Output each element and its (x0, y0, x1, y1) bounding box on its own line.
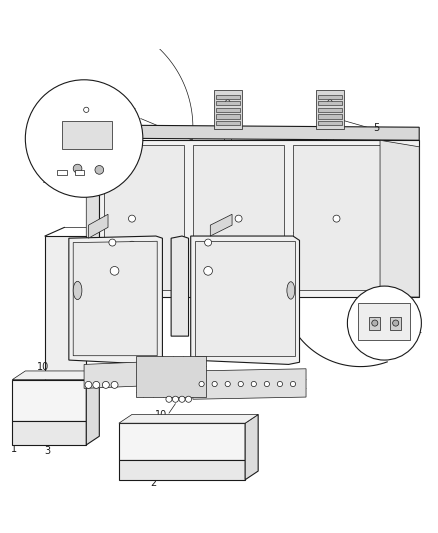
Circle shape (199, 382, 204, 386)
Circle shape (179, 396, 185, 402)
Polygon shape (97, 125, 419, 140)
Polygon shape (245, 415, 258, 480)
Polygon shape (318, 101, 342, 106)
Circle shape (226, 100, 230, 104)
Circle shape (235, 215, 242, 222)
Ellipse shape (287, 282, 295, 299)
Circle shape (205, 239, 212, 246)
Circle shape (110, 266, 119, 275)
Polygon shape (57, 170, 67, 175)
Polygon shape (62, 120, 113, 149)
Polygon shape (216, 120, 240, 125)
Polygon shape (119, 460, 245, 480)
Polygon shape (216, 94, 240, 99)
Polygon shape (136, 356, 206, 397)
Circle shape (251, 382, 256, 386)
Polygon shape (73, 241, 157, 356)
Circle shape (185, 396, 191, 402)
Text: 10: 10 (155, 410, 168, 421)
Polygon shape (99, 140, 419, 297)
Circle shape (111, 382, 118, 389)
Circle shape (264, 382, 269, 386)
Polygon shape (380, 140, 419, 297)
Text: 1: 1 (11, 445, 18, 454)
Polygon shape (369, 317, 380, 329)
Circle shape (73, 164, 82, 173)
Circle shape (225, 382, 230, 386)
Polygon shape (214, 90, 242, 130)
Circle shape (128, 241, 135, 248)
Polygon shape (104, 144, 184, 290)
Polygon shape (45, 236, 86, 403)
Circle shape (204, 266, 212, 275)
Text: 4: 4 (119, 453, 125, 463)
Circle shape (372, 320, 378, 326)
Polygon shape (195, 241, 295, 356)
Circle shape (328, 100, 332, 104)
Circle shape (109, 239, 116, 246)
Polygon shape (12, 379, 86, 421)
Polygon shape (358, 303, 410, 341)
Circle shape (84, 107, 89, 112)
Polygon shape (88, 214, 108, 238)
Text: 12: 12 (292, 232, 304, 242)
Circle shape (25, 80, 143, 197)
Text: 8: 8 (47, 176, 53, 187)
Circle shape (95, 166, 104, 174)
Polygon shape (216, 101, 240, 106)
Polygon shape (193, 369, 306, 399)
Text: 5: 5 (374, 123, 380, 133)
Text: 14: 14 (178, 255, 190, 265)
Polygon shape (216, 114, 240, 118)
Polygon shape (210, 214, 232, 236)
Polygon shape (318, 114, 342, 118)
Ellipse shape (73, 281, 82, 300)
Polygon shape (12, 371, 99, 379)
Circle shape (333, 215, 340, 222)
Text: 12: 12 (149, 221, 162, 231)
Polygon shape (171, 236, 188, 336)
Text: 10: 10 (37, 362, 49, 373)
Circle shape (128, 215, 135, 222)
Polygon shape (318, 94, 342, 99)
Polygon shape (86, 371, 99, 445)
Circle shape (238, 382, 244, 386)
Circle shape (85, 382, 92, 389)
Circle shape (392, 320, 399, 326)
Circle shape (235, 268, 242, 274)
Polygon shape (84, 360, 188, 389)
Polygon shape (293, 144, 380, 290)
Text: 11: 11 (410, 325, 423, 335)
Circle shape (212, 382, 217, 386)
Polygon shape (119, 423, 245, 460)
Polygon shape (12, 421, 86, 445)
Polygon shape (74, 170, 84, 175)
Polygon shape (390, 317, 401, 329)
Text: 7: 7 (129, 108, 135, 118)
Polygon shape (191, 236, 300, 365)
Text: 9: 9 (56, 263, 62, 273)
Circle shape (93, 382, 100, 389)
Circle shape (102, 382, 110, 389)
Text: 13: 13 (219, 225, 231, 236)
Polygon shape (316, 90, 344, 130)
Text: 2: 2 (151, 478, 157, 488)
Circle shape (277, 382, 283, 386)
Circle shape (290, 382, 296, 386)
Circle shape (347, 286, 421, 360)
Polygon shape (69, 236, 162, 365)
Text: 6: 6 (27, 148, 33, 157)
Polygon shape (86, 138, 99, 297)
Polygon shape (318, 108, 342, 112)
Polygon shape (119, 415, 258, 423)
Polygon shape (193, 144, 284, 290)
Text: 3: 3 (44, 447, 50, 456)
Circle shape (166, 396, 172, 402)
Polygon shape (318, 120, 342, 125)
Circle shape (173, 396, 179, 402)
Polygon shape (216, 108, 240, 112)
